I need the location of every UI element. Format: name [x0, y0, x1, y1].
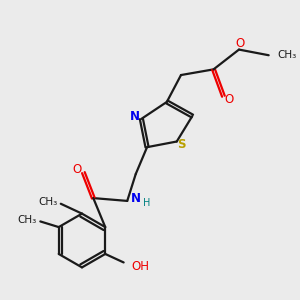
- Text: S: S: [177, 138, 186, 152]
- Text: H: H: [143, 198, 150, 208]
- Text: O: O: [224, 93, 234, 106]
- Text: CH₃: CH₃: [18, 215, 37, 225]
- Text: OH: OH: [132, 260, 150, 273]
- Text: N: N: [131, 192, 141, 205]
- Text: O: O: [236, 37, 245, 50]
- Text: N: N: [130, 110, 140, 123]
- Text: CH₃: CH₃: [38, 197, 57, 207]
- Text: O: O: [73, 163, 82, 176]
- Text: CH₃: CH₃: [277, 50, 296, 60]
